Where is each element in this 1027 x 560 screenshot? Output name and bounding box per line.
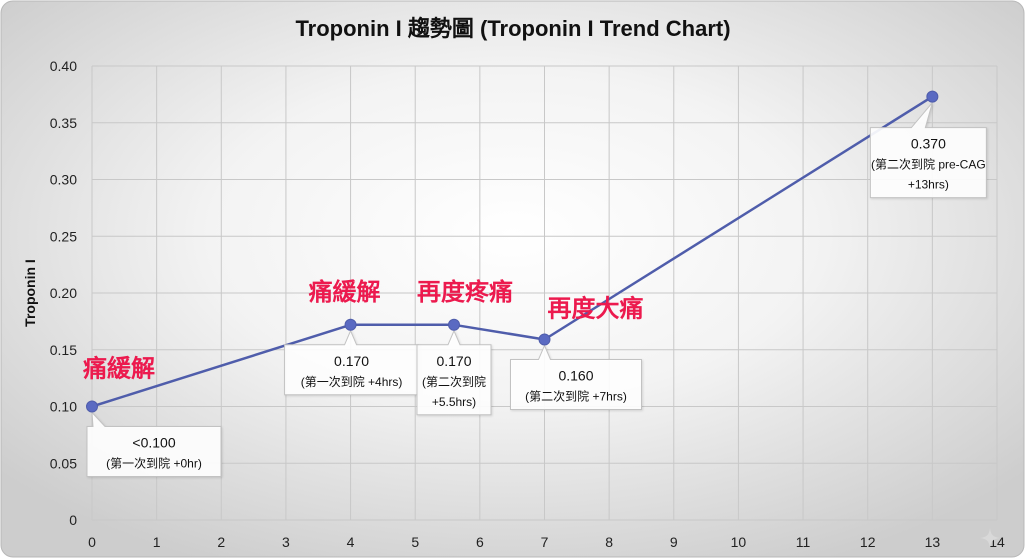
- x-tick-label: 9: [670, 534, 678, 550]
- x-tick-label: 0: [88, 534, 96, 550]
- x-tick-label: 11: [796, 534, 811, 550]
- data-point-marker: [538, 333, 551, 346]
- data-label-callout: 0.160 (第二次到院 +7hrs): [510, 344, 642, 411]
- callout-box: [416, 329, 492, 416]
- y-axis-title: Troponin I: [22, 259, 38, 327]
- y-tick-label: 0.20: [50, 285, 77, 301]
- data-point-marker: [86, 400, 98, 413]
- data-point-marker: [344, 318, 357, 331]
- y-tick-label: 0.05: [50, 455, 77, 471]
- callout-box: [284, 329, 420, 396]
- callout-value-text: 0.370: [911, 136, 946, 152]
- x-tick-label: 13: [925, 534, 941, 550]
- x-tick-label: 8: [605, 534, 613, 550]
- x-tick-label: 4: [347, 534, 355, 550]
- x-tick-label: 7: [541, 534, 549, 550]
- callout-note-text: (第一次到院 +4hrs): [301, 375, 403, 389]
- annotation-label: 再度大痛: [548, 295, 644, 323]
- x-tick-label: 1: [153, 534, 161, 550]
- y-tick-label: 0.25: [50, 228, 77, 244]
- callout-note-text: (第一次到院 +0hr): [106, 457, 202, 471]
- x-tick-label: 10: [731, 534, 747, 550]
- y-tick-label: 0.30: [50, 172, 77, 188]
- callout-note-text: +13hrs): [908, 178, 949, 192]
- callout-value-text: 0.170: [436, 353, 471, 369]
- annotation-label: 痛緩解: [83, 355, 155, 383]
- data-point-markers: [86, 90, 939, 413]
- sparkle-icon: [980, 528, 1000, 548]
- callout-value-text: <0.100: [132, 435, 175, 451]
- callout-note-text: (第二次到院: [422, 375, 486, 389]
- x-tick-label: 2: [217, 534, 225, 550]
- x-tick-label: 3: [282, 534, 290, 550]
- data-label-callout: <0.100 (第一次到院 +0hr): [86, 411, 222, 477]
- callout-note-text: +5.5hrs): [432, 395, 476, 409]
- x-tick-label: 5: [411, 534, 419, 550]
- callout-value-text: 0.170: [334, 353, 369, 369]
- callout-box: [869, 102, 987, 199]
- tick-labels: 0 1 2 3 4 5 6 7 8 9 10 11 12 13 1400.050.100.150.200.2…: [50, 58, 1005, 550]
- callout-note-text: (第二次到院 pre-CAG: [871, 158, 986, 172]
- data-label-callout: 0.170 (第一次到院 +4hrs): [284, 329, 420, 396]
- x-tick-label: 12: [860, 534, 876, 550]
- y-tick-label: 0.15: [50, 342, 77, 358]
- callout-box: [86, 411, 222, 477]
- data-label-callouts: <0.100(第一次到院 +0hr)0.170(第一次到院 +4hrs)0.17…: [86, 102, 987, 477]
- data-label-callout: 0.370 (第二次到院 pre-CAG +13hrs): [869, 102, 987, 199]
- callout-note-text: (第二次到院 +7hrs): [525, 390, 627, 404]
- x-tick-label: 6: [476, 534, 484, 550]
- data-point-marker: [926, 90, 939, 103]
- callout-value-text: 0.160: [558, 368, 593, 384]
- y-tick-label: 0.40: [50, 58, 77, 74]
- annotation-label: 再度疼痛: [417, 278, 513, 306]
- callout-box: [510, 344, 642, 411]
- data-point-marker: [448, 318, 460, 331]
- data-label-callout: 0.170 (第二次到院 +5.5hrs): [416, 329, 492, 416]
- chart-title: Troponin I 趨勢圖 (Troponin I Trend Chart): [295, 16, 730, 41]
- y-tick-label: 0.35: [50, 115, 77, 131]
- gridlines: [91, 65, 998, 521]
- y-tick-label: 0: [69, 512, 77, 528]
- y-tick-label: 0.10: [50, 399, 77, 415]
- annotation-label: 痛緩解: [309, 278, 381, 306]
